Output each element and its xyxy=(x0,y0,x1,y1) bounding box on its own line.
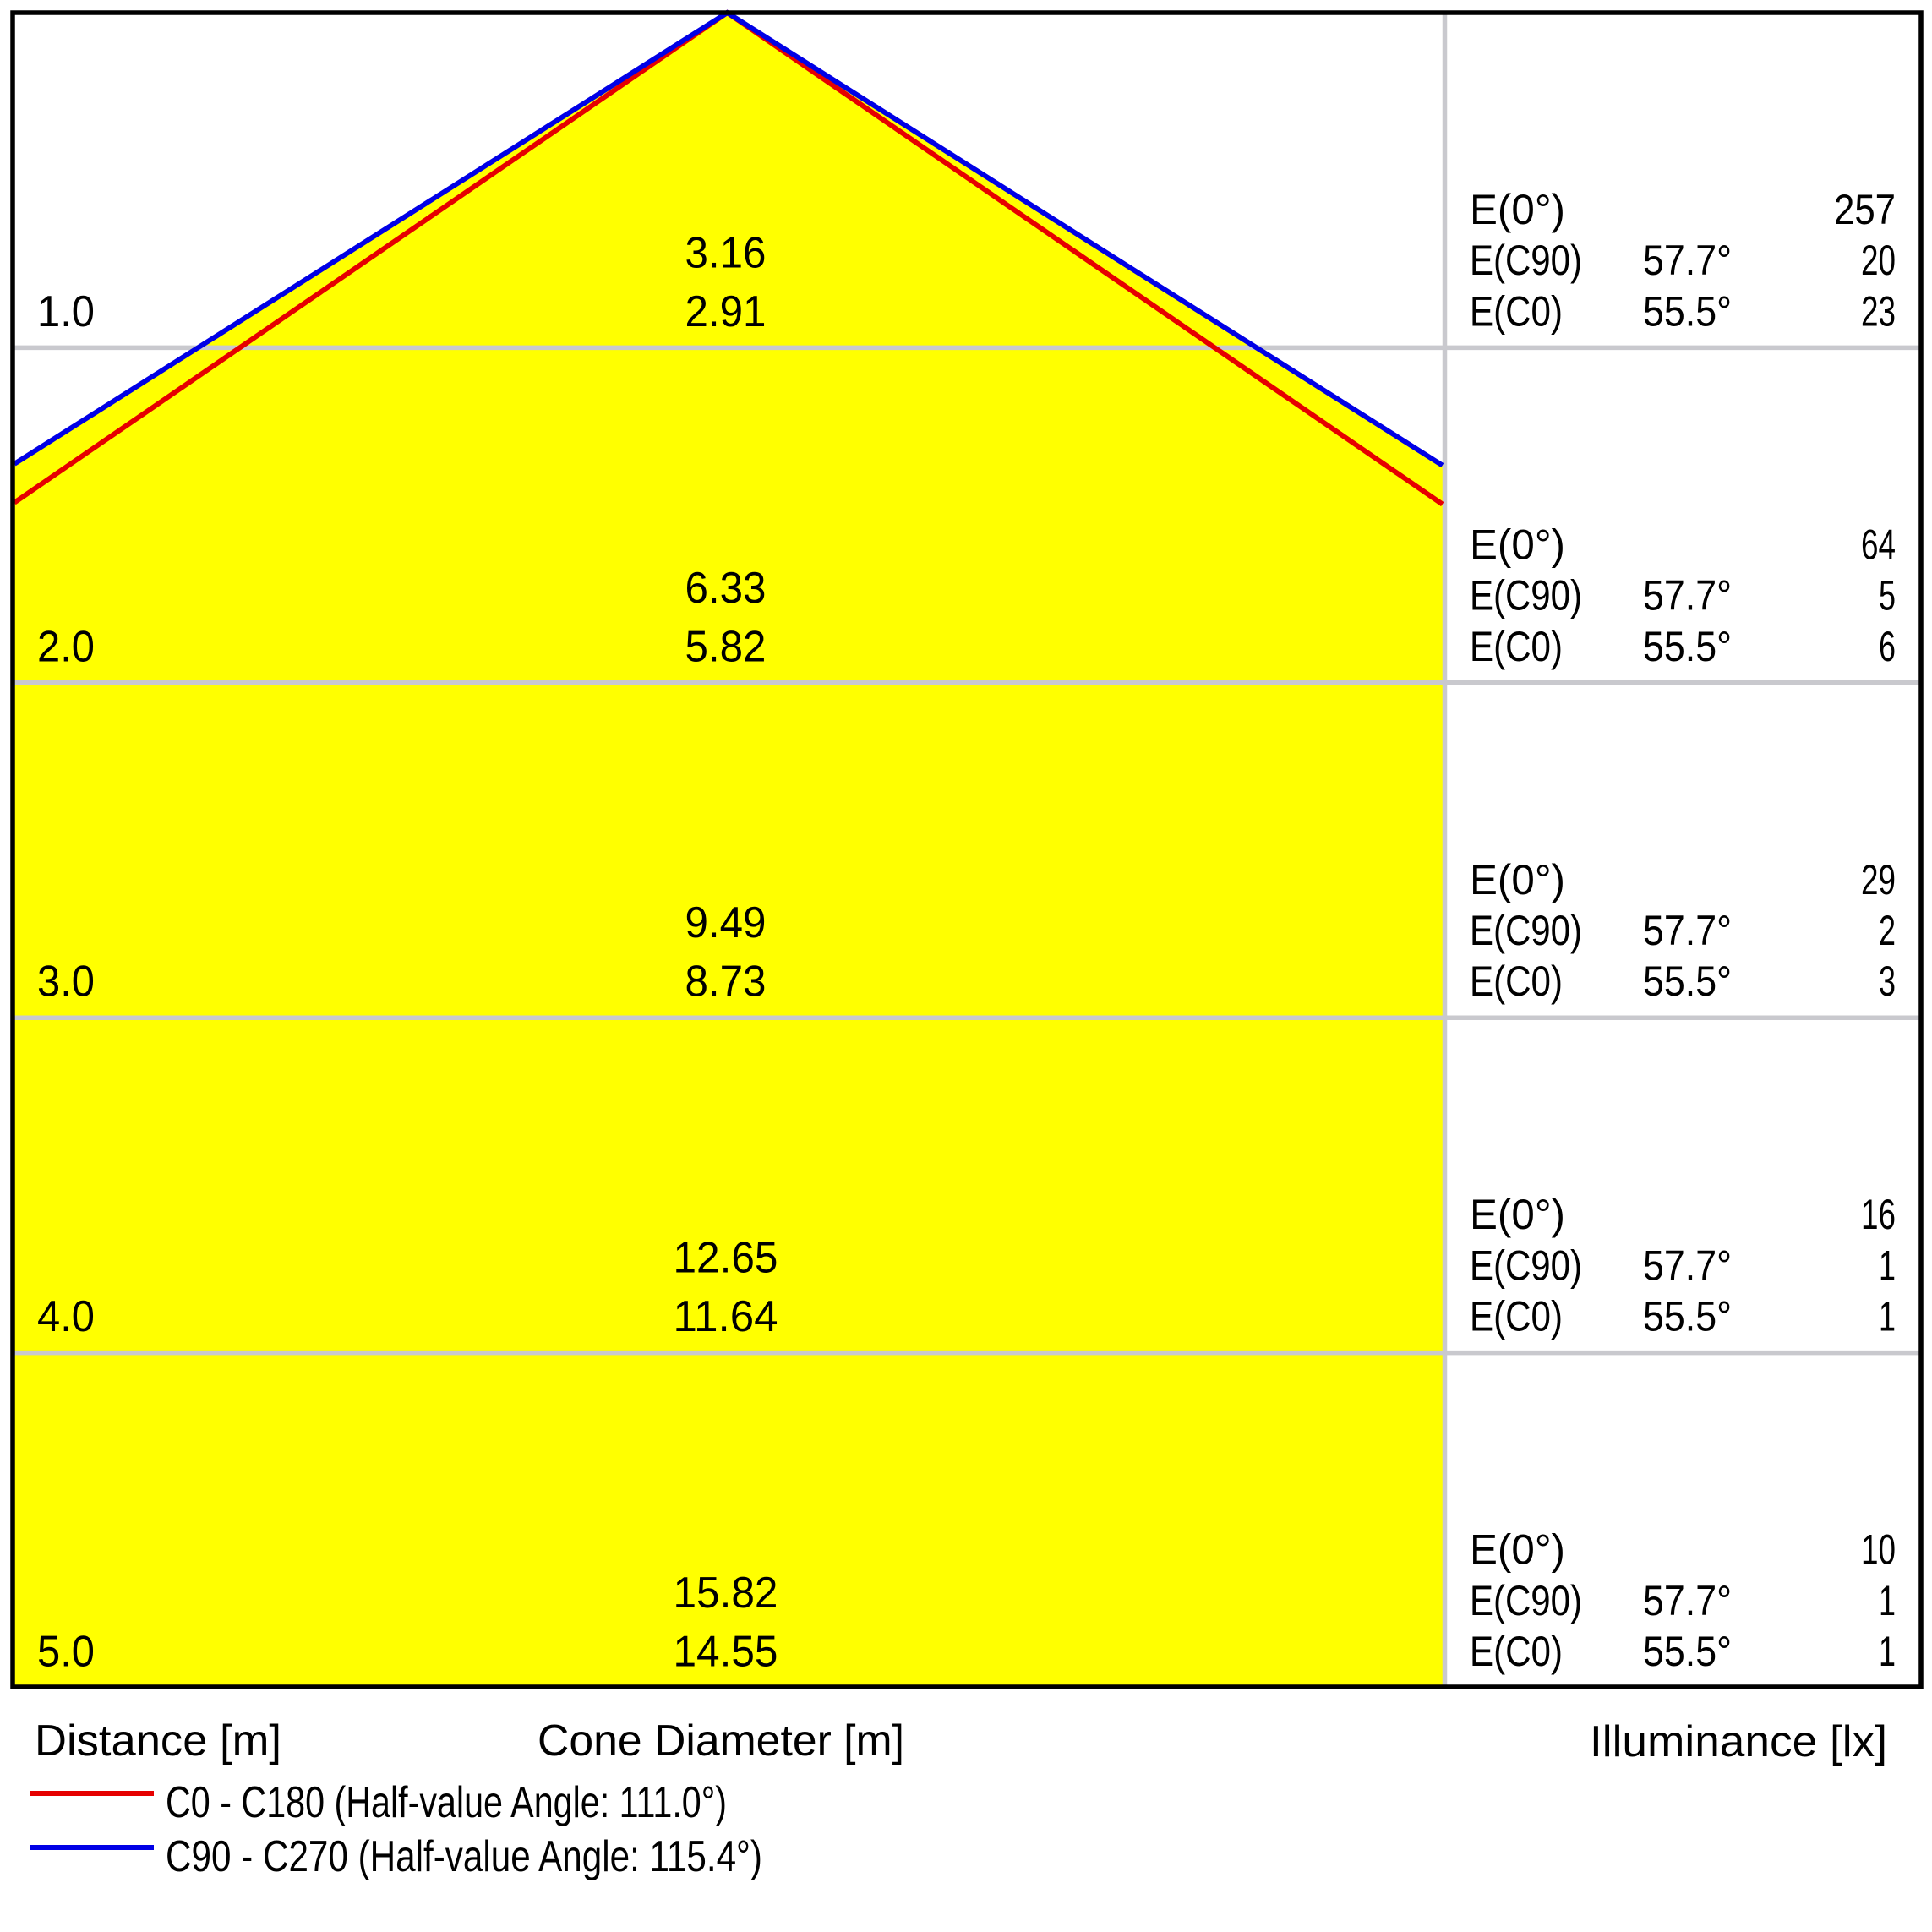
svg-text:55.5°: 55.5° xyxy=(1643,1628,1732,1675)
svg-text:6: 6 xyxy=(1879,623,1896,670)
svg-text:64: 64 xyxy=(1861,521,1896,568)
svg-text:E(C0): E(C0) xyxy=(1470,958,1563,1005)
svg-text:57.7°: 57.7° xyxy=(1643,1577,1732,1624)
svg-text:57.7°: 57.7° xyxy=(1643,1242,1732,1289)
svg-text:55.5°: 55.5° xyxy=(1643,623,1732,670)
svg-text:57.7°: 57.7° xyxy=(1643,572,1732,619)
svg-text:4.0: 4.0 xyxy=(37,1292,95,1341)
svg-text:1: 1 xyxy=(1879,1242,1896,1289)
svg-text:10: 10 xyxy=(1861,1526,1896,1574)
svg-text:3: 3 xyxy=(1879,958,1896,1005)
svg-text:9.49: 9.49 xyxy=(685,898,767,947)
svg-text:3.0: 3.0 xyxy=(37,958,95,1007)
svg-text:5.0: 5.0 xyxy=(37,1628,95,1677)
svg-text:E(C90): E(C90) xyxy=(1470,237,1582,284)
svg-text:20: 20 xyxy=(1861,237,1896,284)
svg-text:E(0°): E(0°) xyxy=(1470,521,1565,568)
svg-text:Illuminance [lx]: Illuminance [lx] xyxy=(1590,1717,1887,1766)
svg-text:1: 1 xyxy=(1879,1628,1896,1675)
svg-text:5: 5 xyxy=(1879,572,1896,619)
svg-text:E(0°): E(0°) xyxy=(1470,1191,1565,1238)
svg-text:E(C90): E(C90) xyxy=(1470,907,1582,954)
svg-text:3.16: 3.16 xyxy=(685,228,767,277)
svg-text:E(C90): E(C90) xyxy=(1470,572,1582,619)
svg-text:E(0°): E(0°) xyxy=(1470,186,1565,233)
svg-text:C0 - C180 (Half-value Angle: 1: C0 - C180 (Half-value Angle: 111.0°) xyxy=(166,1778,727,1827)
svg-text:15.82: 15.82 xyxy=(674,1569,778,1618)
svg-text:E(C90): E(C90) xyxy=(1470,1242,1582,1289)
svg-text:5.82: 5.82 xyxy=(685,622,767,671)
svg-text:55.5°: 55.5° xyxy=(1643,287,1732,335)
svg-text:11.64: 11.64 xyxy=(674,1292,778,1341)
svg-text:E(C0): E(C0) xyxy=(1470,1293,1563,1340)
svg-text:29: 29 xyxy=(1861,856,1896,903)
svg-text:E(C0): E(C0) xyxy=(1470,1628,1563,1675)
svg-text:55.5°: 55.5° xyxy=(1643,1293,1732,1340)
svg-text:23: 23 xyxy=(1861,287,1896,335)
svg-text:2: 2 xyxy=(1879,907,1896,954)
svg-text:1: 1 xyxy=(1879,1577,1896,1624)
svg-text:C90 - C270 (Half-value Angle:: C90 - C270 (Half-value Angle: 115.4°) xyxy=(166,1832,762,1881)
svg-text:2.0: 2.0 xyxy=(37,622,95,671)
svg-text:14.55: 14.55 xyxy=(674,1628,778,1677)
svg-text:12.65: 12.65 xyxy=(674,1234,778,1283)
svg-text:E(0°): E(0°) xyxy=(1470,856,1565,903)
svg-text:Distance [m]: Distance [m] xyxy=(35,1716,281,1766)
svg-text:16: 16 xyxy=(1861,1191,1896,1238)
svg-text:E(0°): E(0°) xyxy=(1470,1526,1565,1574)
svg-text:55.5°: 55.5° xyxy=(1643,958,1732,1005)
svg-text:6.33: 6.33 xyxy=(685,564,767,613)
svg-text:257: 257 xyxy=(1834,186,1896,233)
svg-text:57.7°: 57.7° xyxy=(1643,237,1732,284)
svg-text:57.7°: 57.7° xyxy=(1643,907,1732,954)
svg-text:E(C90): E(C90) xyxy=(1470,1577,1582,1624)
svg-text:Cone Diameter [m]: Cone Diameter [m] xyxy=(538,1716,904,1766)
svg-text:1: 1 xyxy=(1879,1293,1896,1340)
svg-text:E(C0): E(C0) xyxy=(1470,287,1563,335)
svg-text:8.73: 8.73 xyxy=(685,958,767,1007)
svg-text:E(C0): E(C0) xyxy=(1470,623,1563,670)
svg-text:1.0: 1.0 xyxy=(37,287,95,336)
svg-text:2.91: 2.91 xyxy=(685,287,767,336)
